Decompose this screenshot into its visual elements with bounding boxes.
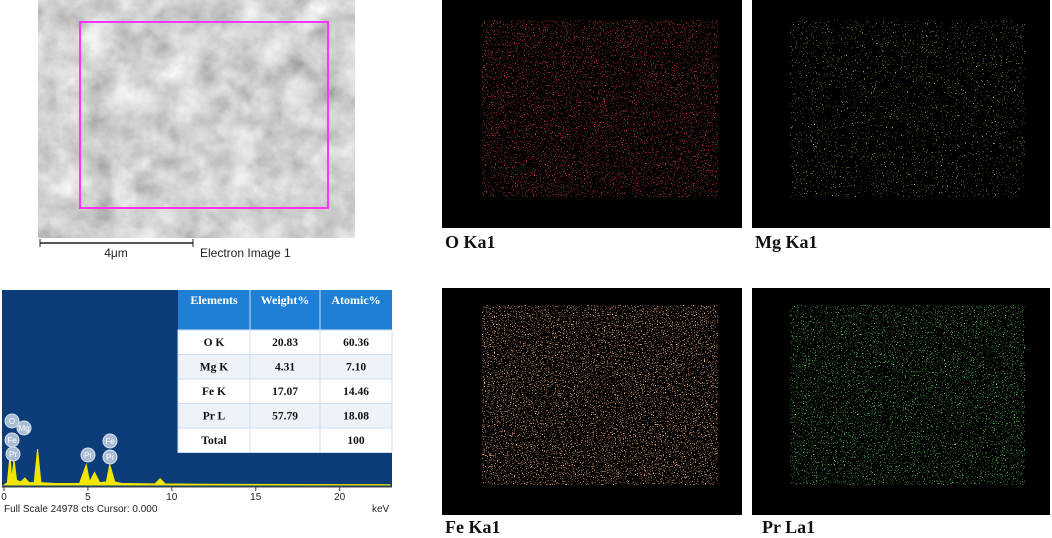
peak-label: Fe [7,436,17,445]
x-axis-label: keV [372,504,390,515]
table-row-bg [177,403,393,429]
sem-image [38,0,355,238]
table-row-bg [177,354,393,380]
peak-label: Mg [18,424,29,433]
x-tick-label: 10 [166,492,178,503]
map-label: Fe Ka1 [445,517,501,537]
peak-label: Pr [9,450,17,459]
peak-label: O [9,417,15,426]
spectrum-area [2,449,391,486]
peak-label: Fe [105,437,115,446]
map-mg [790,20,1025,197]
table-row-bg [177,329,393,355]
peak-label: Pr [106,453,114,462]
map-o [482,20,718,197]
table-cell: 100 [347,435,365,447]
sem-caption: Electron Image 1 [200,246,291,260]
peak-marker [5,446,21,462]
column-header: Weight% [261,293,310,307]
table-cell: 57.79 [272,411,298,423]
scale-label: 4μm [104,246,128,260]
table-row-bg [177,378,393,404]
map-label: O Ka1 [445,232,496,252]
table-cell: O K [204,337,225,349]
table-header-bg [178,290,392,330]
table-cell: Pr L [203,411,226,423]
table-cell: 17.07 [272,386,298,398]
table-cell: 60.36 [343,337,369,349]
x-tick-label: 20 [334,492,346,503]
column-header: Atomic% [331,293,380,307]
table-cell: 18.08 [343,411,369,423]
map-label: Mg Ka1 [755,232,818,252]
map-label: Pr La1 [762,517,815,537]
x-tick-label: 5 [85,492,91,503]
map-fe [482,305,718,485]
peak-label: Pr [84,451,92,460]
table-cell: 4.31 [275,362,295,374]
table-cell: 20.83 [272,337,298,349]
x-tick-label: 15 [250,492,262,503]
composition-table: Elements Weight% Atomic% O K 20.83 60.36 Mg K 4… [177,290,393,453]
selection-box [79,21,329,209]
peak-marker [16,420,32,436]
table-cell: 7.10 [346,362,366,374]
x-tick-label: 0 [1,492,7,503]
table-row-bg [177,427,393,453]
map-pr [790,305,1025,485]
table-cell: Fe K [202,386,226,398]
table-cell: Total [201,435,226,447]
peak-marker [102,433,118,449]
spectrum-footer: Full Scale 24978 cts Cursor: 0.000 [4,504,158,515]
peak-marker [102,449,118,465]
peak-marker [80,447,96,463]
table-cell: Mg K [200,362,228,374]
peak-marker [4,413,20,429]
table-cell: 14.46 [343,386,369,398]
column-header: Elements [190,293,238,307]
